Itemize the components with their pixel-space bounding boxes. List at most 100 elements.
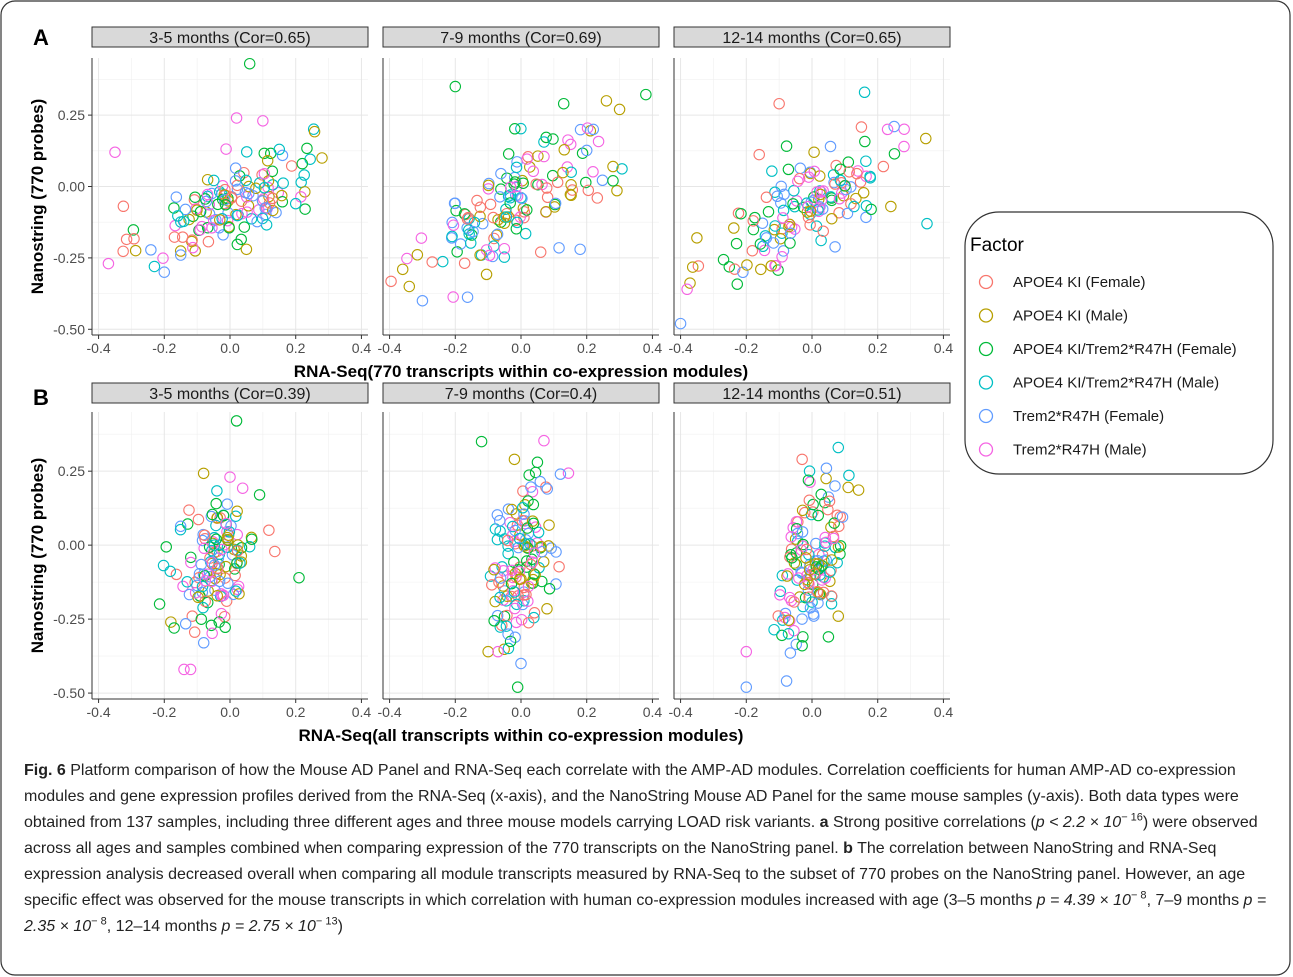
facet-points	[740, 441, 865, 693]
data-point	[760, 191, 773, 204]
data-point	[206, 508, 219, 521]
data-point	[488, 563, 500, 576]
x-tick-label: 0.4	[934, 704, 954, 720]
data-point	[219, 199, 232, 211]
y-axis-title: Nanostring (770 probes)	[28, 458, 47, 654]
data-point	[815, 186, 828, 198]
data-point	[527, 165, 540, 178]
data-point	[158, 266, 171, 278]
data-point	[540, 182, 553, 194]
data-point	[536, 575, 548, 588]
data-point	[777, 245, 790, 257]
data-point	[766, 165, 778, 177]
data-point	[804, 205, 817, 217]
data-point	[510, 223, 523, 235]
data-point	[403, 280, 416, 293]
data-point	[240, 174, 252, 187]
data-point	[385, 275, 397, 288]
data-point	[213, 575, 226, 588]
data-point	[232, 539, 244, 551]
data-point	[521, 153, 533, 165]
caption-text-2: Strong positive correlations (	[828, 814, 1036, 831]
data-point	[801, 569, 813, 582]
data-point	[834, 174, 847, 187]
caption-a: a	[819, 814, 829, 831]
data-point	[507, 585, 519, 597]
data-point	[258, 182, 271, 194]
caption-pv3: p = 2.75 × 10	[221, 918, 316, 935]
data-point	[212, 198, 224, 211]
data-point	[494, 572, 507, 584]
legend-swatch	[978, 274, 994, 290]
data-point	[800, 543, 813, 556]
data-point	[804, 476, 816, 488]
data-point	[580, 144, 593, 157]
caption-text-3: ) were observed across all ages and samp…	[24, 814, 1258, 857]
data-point	[781, 570, 793, 582]
data-point	[527, 517, 540, 530]
data-point	[474, 249, 486, 261]
data-point	[483, 249, 496, 262]
data-point	[784, 227, 797, 239]
data-point	[489, 562, 501, 574]
figure-caption: Fig. 6 Platform comparison of how the Mo…	[24, 758, 1274, 940]
data-point	[215, 607, 228, 620]
data-point	[803, 494, 816, 507]
data-point	[531, 456, 544, 469]
data-point	[175, 216, 187, 228]
legend-item-label: APOE4 KI (Male)	[1013, 308, 1128, 325]
data-point	[120, 233, 133, 246]
data-point	[803, 465, 816, 477]
data-point	[851, 167, 863, 180]
data-point	[565, 166, 577, 178]
data-point	[796, 613, 808, 625]
data-point	[790, 522, 803, 535]
data-point	[494, 621, 507, 633]
legend-swatch	[978, 442, 994, 457]
data-point	[600, 95, 613, 107]
data-point	[842, 156, 855, 168]
data-point	[177, 580, 189, 593]
data-point	[777, 204, 790, 217]
data-point	[243, 540, 256, 553]
data-point	[494, 191, 506, 203]
data-point	[222, 533, 234, 546]
caption-p1: p < 2.2 × 10	[1035, 814, 1122, 831]
data-point	[843, 469, 855, 482]
data-point	[541, 603, 553, 615]
data-point	[799, 591, 812, 604]
facet-title: 7-9 months (Cor=0.4)	[445, 386, 598, 403]
data-point	[168, 231, 181, 243]
data-point	[822, 503, 834, 516]
data-point	[235, 550, 248, 562]
x-tick-label: 0.2	[868, 704, 888, 720]
legend-swatch	[978, 308, 994, 323]
data-point	[231, 238, 244, 251]
data-point	[221, 498, 233, 510]
data-point	[538, 434, 550, 447]
data-point	[401, 252, 413, 265]
data-point	[823, 495, 836, 507]
data-point	[783, 591, 796, 604]
data-point	[214, 214, 226, 226]
data-point	[259, 202, 271, 214]
data-point	[183, 588, 196, 601]
data-point	[504, 635, 517, 648]
data-point	[535, 540, 547, 553]
data-point	[691, 232, 703, 244]
data-point	[795, 566, 807, 578]
x-tick-label: 0.4	[934, 340, 954, 356]
data-point	[214, 568, 226, 581]
data-point	[776, 629, 788, 642]
data-point	[174, 523, 187, 536]
caption-b: b	[843, 840, 853, 857]
caption-pv3-exp: − 13	[315, 915, 338, 928]
data-point	[592, 135, 605, 148]
data-point	[202, 235, 215, 248]
x-tick-label: 0.4	[352, 704, 372, 720]
data-point	[179, 618, 192, 630]
data-point	[782, 614, 795, 626]
data-point	[792, 175, 804, 188]
data-point	[536, 545, 548, 558]
